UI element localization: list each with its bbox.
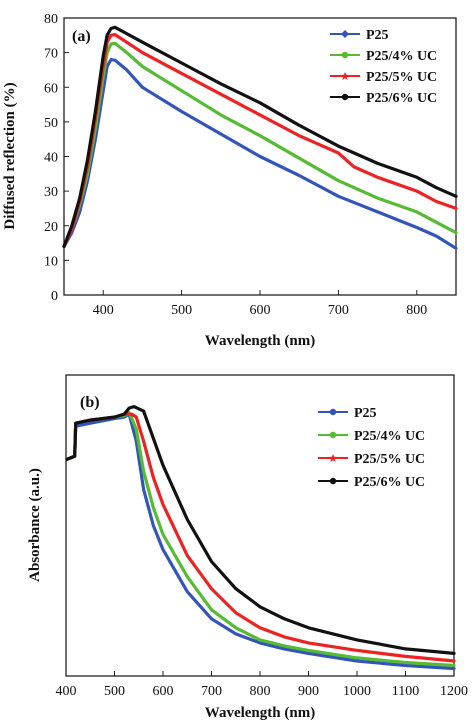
legend-label-b-1: P25/4% UC [354,429,425,444]
panel-a-ytick-label: 60 [44,81,58,96]
panel-b-ticks: 400 500 600 700 800 900 1000 1100 1200 [56,671,468,699]
legend-marker-a-1 [341,51,349,59]
panel-b-xtick-label: 500 [104,684,125,699]
panel-b-chart: 400 500 600 700 800 900 1000 1100 1200 (b) Wavel… [27,374,468,721]
legend-marker-a-3 [341,93,349,101]
panel-a-ytick-label: 20 [44,220,58,235]
legend-label-b-3: P25/6% UC [354,475,425,490]
panel-b-xtick-label: 700 [201,684,222,699]
legend-label-a-3: P25/6% UC [366,91,437,106]
legend-label-a-1: P25/4% UC [366,49,437,64]
panel-b-letter: (b) [80,394,100,411]
legend-marker-a-0 [341,30,349,38]
panel-b-series-group [65,405,456,671]
panel-b-xlabel: Wavelength (nm) [205,705,315,721]
panel-a-ytick-label: 80 [44,12,58,27]
panel-a-xtick-label: 500 [171,303,192,318]
legend-label-a-2: P25/5% UC [366,70,437,85]
panel-a-letter: (a) [72,28,91,45]
panel-a-ytick-label: 0 [51,289,58,304]
panel-a-xtick-label: 600 [250,303,271,318]
panel-a-legend: P25 P25/4% UC P25/5% UC P25/6% UC [330,28,437,106]
panel-b-xtick-label: 600 [153,684,174,699]
panel-b-xtick-label: 400 [56,684,77,699]
panel-b-xtick-label: 800 [250,684,271,699]
panel-b-series-line-3 [65,405,456,655]
panel-a-series-group [62,25,458,250]
legend-marker-b-1 [329,431,337,439]
panel-a-xlabel: Wavelength (nm) [205,333,315,349]
panel-a-ylabel: Diffused reflection (%) [2,82,18,229]
panel-b-xtick-label: 1000 [343,684,371,699]
legend-marker-a-2 [341,72,349,80]
panel-b-legend: P25 P25/4% UC P25/5% UC P25/6% UC [318,406,425,490]
panel-a-xtick-label: 700 [328,303,349,318]
panel-a-series-line-3 [62,25,458,249]
legend-label-b-2: P25/5% UC [354,452,425,467]
panel-b-xtick-label: 1200 [440,684,468,699]
legend-label-b-0: P25 [354,406,377,421]
panel-a-xtick-label: 800 [406,303,427,318]
panel-a-ytick-label: 40 [44,151,58,166]
panel-a-ticks: 400 500 600 700 800 0 10 20 30 40 50 60 70 80 [44,12,427,318]
legend-label-a-0: P25 [366,28,389,43]
panel-a-ytick-label: 70 [44,47,58,62]
legend-marker-b-3 [329,477,337,485]
panel-b-xtick-label: 1100 [392,684,419,699]
panel-b-series-line-0 [65,412,456,671]
panel-a-ytick-label: 10 [44,254,58,269]
panel-b-ylabel: Absorbance (a.u.) [27,468,43,582]
panel-b-xtick-label: 900 [298,684,319,699]
legend-marker-b-0 [329,408,337,416]
panel-a-chart: 400 500 600 700 800 0 10 20 30 40 50 60 70 80 (a) Wav… [2,12,458,349]
panel-a-ytick-label: 30 [44,185,58,200]
panel-a-xtick-label: 400 [93,303,114,318]
legend-marker-b-2 [329,454,337,462]
panel-a-ytick-label: 50 [44,116,58,131]
